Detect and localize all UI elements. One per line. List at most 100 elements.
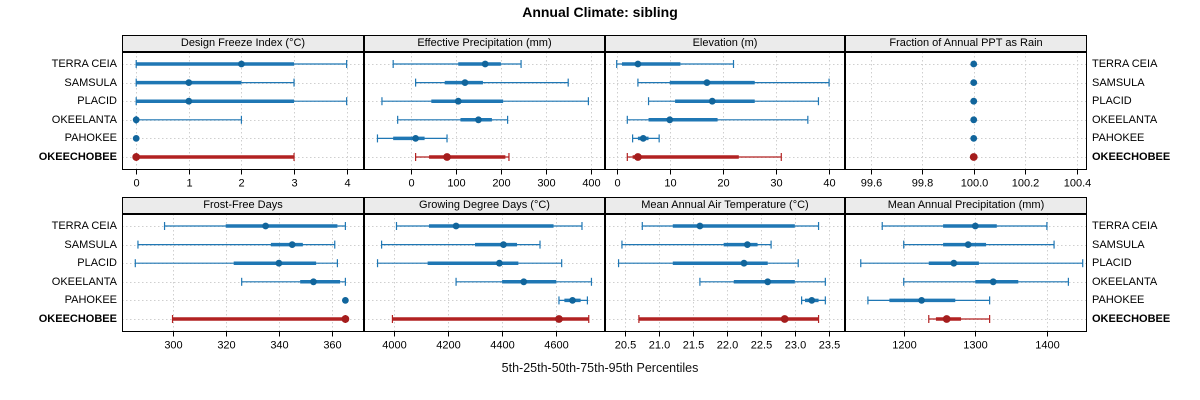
- series-terra-ceia: [970, 60, 978, 68]
- x-axis-caption: 5th-25th-50th-75th-95th Percentiles: [501, 361, 699, 375]
- x-tick-label: 21.0: [649, 340, 670, 352]
- panel-title-design-freeze-index: Design Freeze Index (°C): [122, 35, 364, 52]
- series-okeechobee: [638, 315, 820, 323]
- x-tick-label: 10: [664, 178, 676, 190]
- x-tick-label: 0: [614, 178, 620, 190]
- panel-plot: [845, 214, 1087, 332]
- x-tick-label: 23.0: [785, 340, 806, 352]
- station-label-terra-ceia: TERRA CEIA: [51, 220, 117, 232]
- panel-x-axis: 300 320 340 360: [164, 332, 342, 352]
- series-okeechobee: [132, 153, 295, 161]
- x-tick-label: 320: [217, 340, 235, 352]
- series-terra-ceia: [395, 222, 583, 230]
- x-tick-label: 300: [164, 340, 182, 352]
- series-placid: [135, 97, 348, 106]
- x-tick-label: 23.5: [819, 340, 840, 352]
- x-tick-label: 0: [408, 178, 414, 190]
- station-label-samsula: SAMSULA: [1092, 238, 1145, 251]
- series-okeelanta: [903, 277, 1069, 286]
- x-tick-label: 4000: [382, 340, 406, 352]
- x-tick-label: 4600: [544, 340, 568, 352]
- station-label-samsula: SAMSULA: [64, 238, 117, 251]
- series-samsula: [637, 78, 830, 87]
- station-label-okeelanta: OKEELANTA: [1092, 275, 1158, 288]
- panel-elevation: Elevation (m) 0 10 20 30 40: [605, 35, 845, 192]
- panel-title-frost-free-days: Frost-Free Days: [122, 197, 364, 214]
- series-placid: [617, 259, 799, 268]
- panel-title-fraction-ppt-rain: Fraction of Annual PPT as Rain: [845, 35, 1087, 52]
- series-terra-ceia: [641, 222, 820, 230]
- station-label-terra-ceia: TERRA CEIA: [1092, 220, 1158, 232]
- panel-plot: [364, 52, 605, 170]
- station-label-terra-ceia: TERRA CEIA: [1092, 58, 1158, 70]
- series-placid: [647, 97, 820, 106]
- panel-title-growing-degree-days: Growing Degree Days (°C): [364, 197, 605, 214]
- series-pahokee: [558, 296, 588, 305]
- series-placid: [134, 259, 339, 268]
- x-tick-label: 4: [344, 178, 350, 190]
- panel-mean-annual-air-temperature: Mean Annual Air Temperature (°C) 20.5 21.…: [605, 197, 845, 354]
- series-okeechobee: [391, 315, 590, 323]
- x-tick-label: 100.2: [1012, 178, 1040, 190]
- x-tick-label: 360: [323, 340, 341, 352]
- series-okeechobee: [969, 153, 978, 161]
- series-pahokee: [801, 296, 826, 305]
- series-placid: [970, 97, 978, 105]
- series-pahokee: [132, 135, 140, 142]
- series-samsula: [621, 240, 772, 249]
- series-samsula: [137, 240, 336, 249]
- panel-plot: [605, 214, 845, 332]
- series-pahokee: [376, 134, 448, 143]
- series-terra-ceia: [392, 60, 522, 68]
- panel-mean-annual-precipitation: Mean Annual Precipitation (mm) 1200 1300 1…: [845, 197, 1087, 354]
- station-label-pahokee: PAHOKEE: [1092, 132, 1145, 145]
- panel-title-effective-precipitation: Effective Precipitation (mm): [364, 35, 605, 52]
- series-okeechobee: [928, 315, 991, 323]
- series-okeelanta: [455, 277, 593, 286]
- x-tick-label: 2: [238, 178, 244, 190]
- panel-x-axis: 0 100 200 300 400: [408, 170, 601, 190]
- series-okeelanta: [970, 116, 978, 124]
- station-label-samsula: SAMSULA: [64, 76, 117, 89]
- panel-plot: [364, 214, 605, 332]
- panel-x-axis: 0 10 20 30 40: [614, 170, 836, 190]
- series-samsula: [415, 78, 569, 87]
- series-samsula: [903, 240, 1055, 249]
- series-pahokee: [867, 296, 991, 305]
- x-tick-label: 340: [270, 340, 288, 352]
- series-okeelanta: [626, 115, 809, 124]
- panel-x-axis: 99.6 99.8 100.0 100.2 100.4: [861, 170, 1091, 190]
- station-label-samsula: SAMSULA: [1092, 76, 1145, 89]
- station-label-placid: PLACID: [77, 257, 117, 270]
- series-okeechobee: [626, 153, 782, 161]
- panel-x-axis: 20.5 21.0 21.5 22.0 22.5 23.0 23.5: [615, 332, 840, 352]
- panel-plot: [845, 52, 1087, 170]
- x-tick-label: 22.0: [717, 340, 738, 352]
- series-placid: [860, 259, 1084, 268]
- series-terra-ceia: [135, 60, 348, 68]
- station-label-okeelanta: OKEELANTA: [51, 275, 117, 288]
- x-tick-label: 99.6: [861, 178, 882, 190]
- panel-effective-precipitation: Effective Precipitation (mm) 0 100 200 300 4…: [364, 35, 605, 192]
- series-terra-ceia: [163, 222, 346, 230]
- station-label-okeechobee: OKEECHOBEE: [1092, 313, 1171, 325]
- station-label-pahokee: PAHOKEE: [64, 294, 117, 307]
- x-tick-label: 20: [717, 178, 729, 190]
- x-tick-label: 100: [447, 178, 465, 190]
- x-tick-label: 20.5: [615, 340, 636, 352]
- station-label-okeechobee: OKEECHOBEE: [38, 313, 117, 325]
- x-tick-label: 4200: [436, 340, 460, 352]
- panel-x-axis: 0 1 2 3 4: [133, 170, 351, 190]
- x-tick-label: 1300: [963, 340, 987, 352]
- panel-x-axis: 4000 4200 4400 4600: [382, 332, 569, 352]
- series-placid: [381, 97, 589, 106]
- station-label-okeechobee: OKEECHOBEE: [38, 151, 117, 163]
- station-label-pahokee: PAHOKEE: [64, 132, 117, 145]
- station-label-pahokee: PAHOKEE: [1092, 294, 1145, 307]
- series-okeelanta: [132, 115, 243, 124]
- series-pahokee: [341, 297, 349, 304]
- panel-title-mean-annual-precipitation: Mean Annual Precipitation (mm): [845, 197, 1087, 214]
- station-label-okeelanta: OKEELANTA: [1092, 113, 1158, 126]
- x-tick-label: 0: [133, 178, 139, 190]
